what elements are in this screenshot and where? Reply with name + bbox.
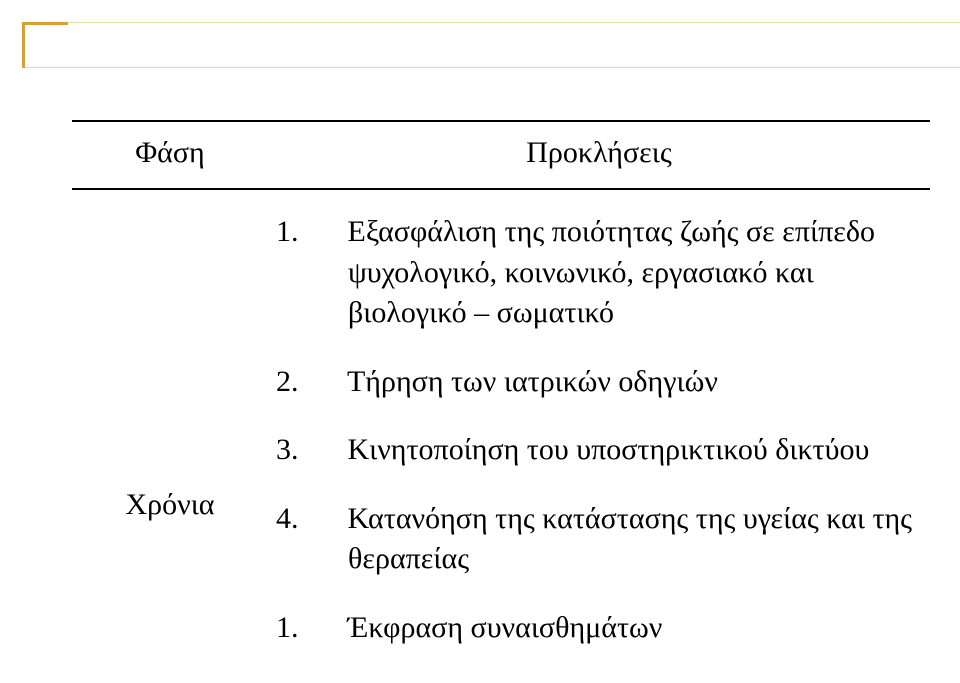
item-text: Έκφραση συναισθημάτων	[348, 611, 663, 644]
item-number: 3.	[312, 430, 340, 471]
challenges-list: 1. Εξασφάλιση της ποιότητας ζωής σε επίπ…	[276, 212, 922, 683]
item-number: 1.	[312, 608, 340, 649]
item-text: Αναγνώριση των επιπτώσεων της κατάστασης…	[346, 679, 902, 683]
item-number: 5.	[312, 676, 340, 683]
table-header-row: Φάση Προκλήσεις	[72, 121, 930, 189]
item-number: 1.	[312, 212, 340, 253]
slide-page: Φάση Προκλήσεις Χρόνια 1. Εξασφάλιση της…	[0, 0, 960, 683]
item-number: 2.	[312, 362, 340, 403]
top-light-band	[22, 22, 960, 68]
item-text: Εξασφάλιση της ποιότητας ζωής σε επίπεδο…	[348, 215, 875, 329]
challenges-cell: 1. Εξασφάλιση της ποιότητας ζωής σε επίπ…	[268, 189, 930, 683]
phase-challenges-table: Φάση Προκλήσεις Χρόνια 1. Εξασφάλιση της…	[72, 120, 930, 683]
list-item: 2. Τήρηση των ιατρικών οδηγιών	[312, 362, 922, 403]
header-challenges: Προκλήσεις	[268, 121, 930, 189]
table-body-row: Χρόνια 1. Εξασφάλιση της ποιότητας ζωής …	[72, 189, 930, 683]
item-text: Τήρηση των ιατρικών οδηγιών	[347, 365, 718, 398]
header-phase: Φάση	[72, 121, 268, 189]
list-item: 5. Αναγνώριση των επιπτώσεων της κατάστα…	[312, 676, 922, 683]
phase-cell: Χρόνια	[72, 189, 268, 683]
list-item: 3. Κινητοποίηση του υποστηρικτικού δικτύ…	[312, 430, 922, 471]
list-item: 4. Κατανόηση της κατάστασης της υγείας κ…	[312, 499, 922, 580]
content-area: Φάση Προκλήσεις Χρόνια 1. Εξασφάλιση της…	[72, 120, 930, 683]
corner-accent	[22, 22, 68, 68]
list-item: 1. Έκφραση συναισθημάτων	[312, 608, 922, 649]
item-number: 4.	[312, 499, 340, 540]
item-text: Κατανόηση της κατάστασης της υγείας και …	[348, 502, 913, 576]
list-item: 1. Εξασφάλιση της ποιότητας ζωής σε επίπ…	[312, 212, 922, 334]
item-text: Κινητοποίηση του υποστηρικτικού δικτύου	[348, 433, 870, 466]
